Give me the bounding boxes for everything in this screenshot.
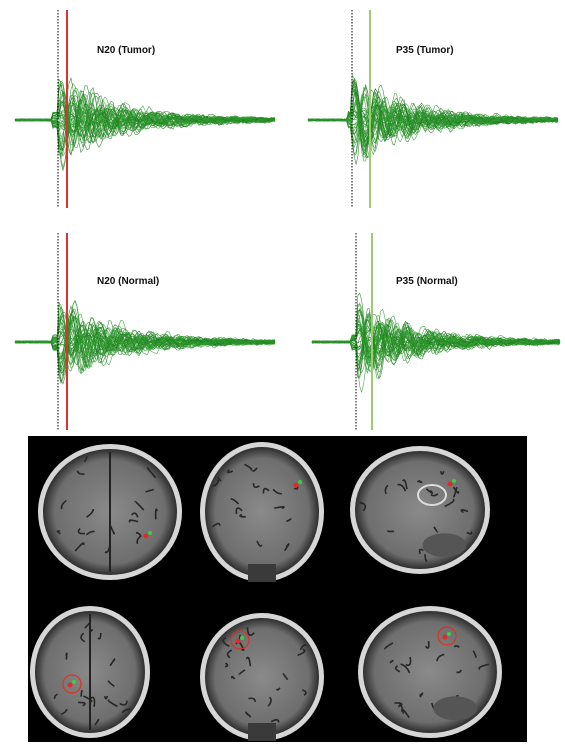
- source-dot: [448, 482, 453, 487]
- panel-label: N20 (Normal): [97, 276, 159, 287]
- source-dot: [298, 480, 302, 484]
- waveform-trace: [308, 85, 558, 164]
- source-dot: [294, 483, 299, 488]
- source-dot: [452, 479, 456, 483]
- waveform-trace: [312, 325, 560, 366]
- cerebellum: [433, 696, 477, 720]
- source-dot: [148, 531, 152, 535]
- brain: [205, 618, 319, 736]
- waveform-trace: [312, 315, 560, 379]
- page: {"panels": [ {"label": "N20 (Tumor)"}, {…: [0, 0, 565, 745]
- panel-label: P35 (Tumor): [396, 45, 454, 56]
- waveform-trace: [308, 95, 558, 155]
- source-dot: [236, 639, 241, 644]
- brain: [205, 447, 319, 577]
- waveform-panels: [15, 10, 560, 430]
- sulcus: [66, 653, 67, 659]
- waveform-trace: [15, 93, 275, 168]
- cerebellum: [423, 533, 467, 557]
- waveform-trace: [15, 85, 275, 138]
- brainstem: [248, 723, 276, 741]
- sulcus: [81, 690, 82, 697]
- brain: [363, 611, 497, 733]
- brainstem: [248, 564, 276, 582]
- source-dot: [72, 680, 76, 684]
- waveform-trace: [312, 319, 560, 372]
- panel-label: N20 (Tumor): [97, 45, 155, 56]
- panel-label: P35 (Normal): [396, 276, 458, 287]
- source-dot: [443, 635, 448, 640]
- source-dot: [68, 683, 73, 688]
- figure: N20 (Tumor) P35 (Tumor) N20 (Normal) P35…: [0, 0, 565, 745]
- waveform-trace: [312, 303, 560, 361]
- waveform-trace: [312, 314, 560, 378]
- source-dot: [144, 534, 149, 539]
- waveform-trace: [312, 324, 560, 370]
- source-dot: [447, 632, 451, 636]
- source-dot: [240, 636, 244, 640]
